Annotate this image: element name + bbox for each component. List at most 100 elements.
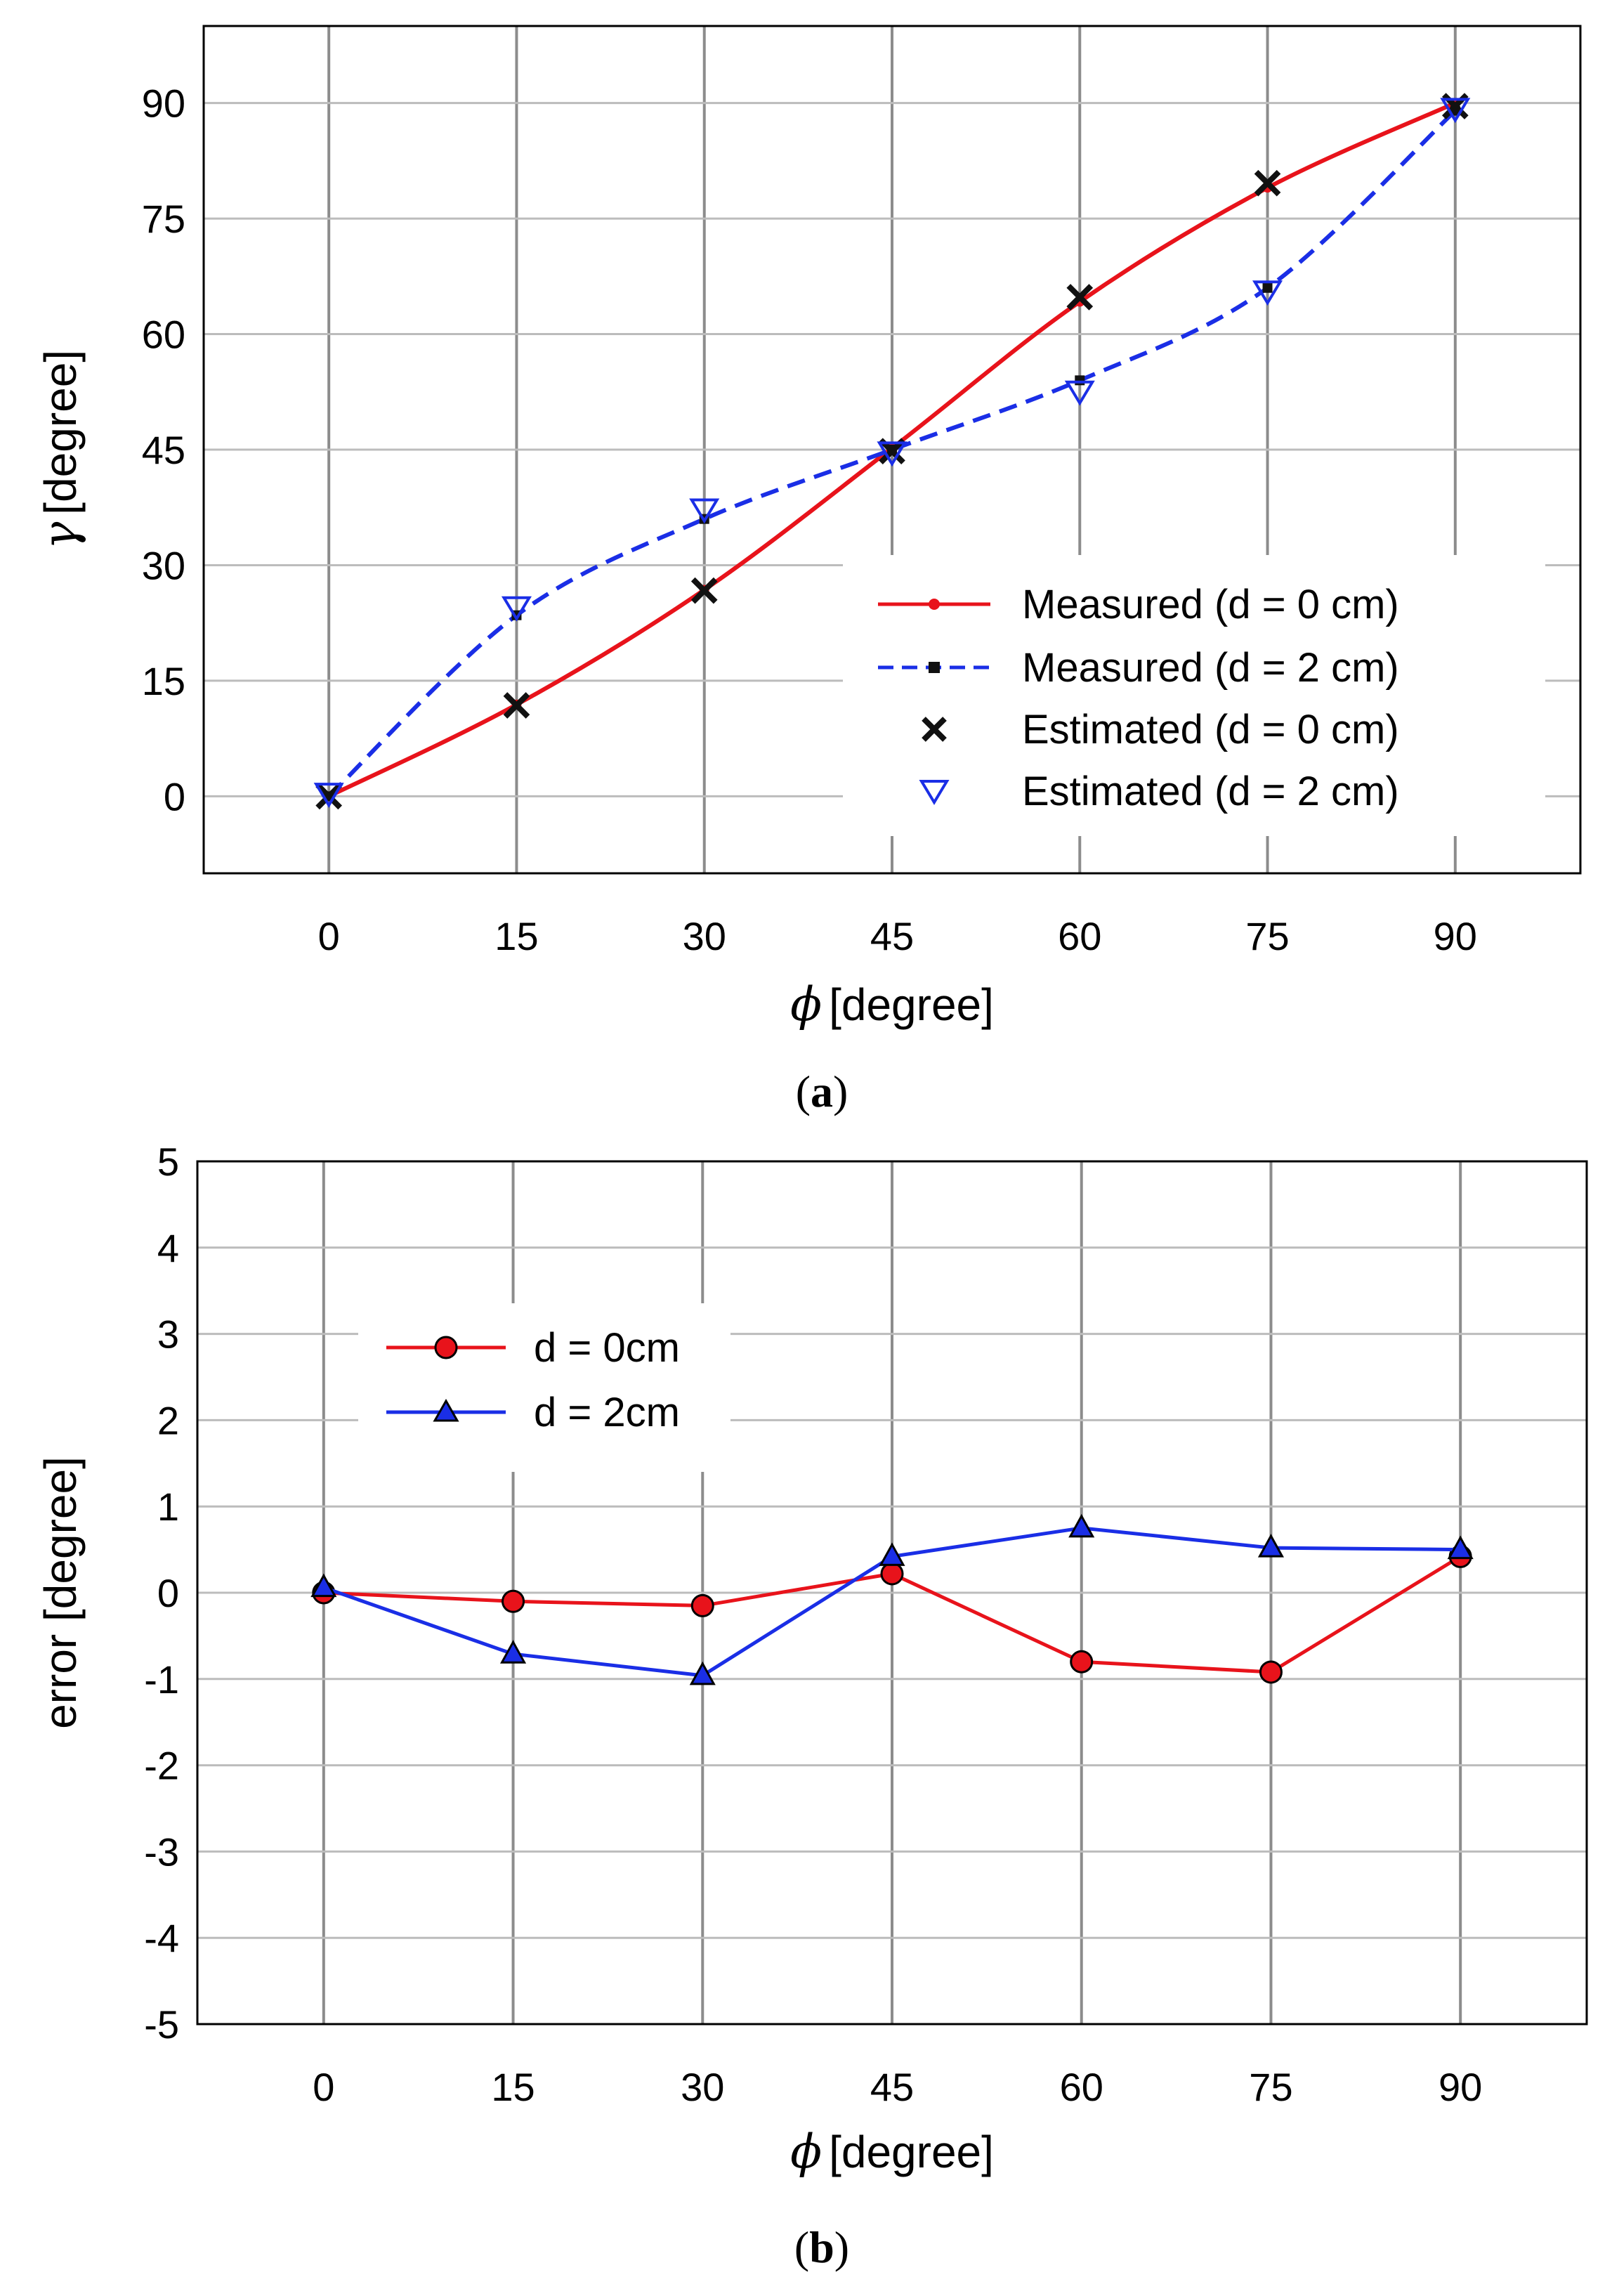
y-tick-label: -5 xyxy=(144,2002,179,2047)
y-tick-label: 0 xyxy=(164,774,185,818)
legend: Measured (d = 0 cm) Measured (d = 2 cm) … xyxy=(843,555,1545,836)
series-estimated-d2 xyxy=(313,98,1471,808)
y-tick-label: -2 xyxy=(144,1744,179,1788)
x-tick-label: 30 xyxy=(681,2065,724,2109)
y-tick-label: 4 xyxy=(157,1226,179,1270)
legend-label: d = 0cm xyxy=(534,1325,680,1371)
data-point xyxy=(1064,380,1095,406)
x-tick-labels: 0 15 30 45 60 75 90 xyxy=(313,2065,1482,2109)
y-tick-label: 60 xyxy=(142,313,185,357)
data-point xyxy=(1070,1650,1094,1674)
legend-marker xyxy=(929,599,940,610)
panel-caption-b: (b) xyxy=(794,2222,849,2272)
grid-lines xyxy=(197,1161,1587,2024)
y-tick-label: 15 xyxy=(142,659,185,703)
x-axis-title: ϕ [degree] xyxy=(790,2125,994,2179)
data-point xyxy=(1252,280,1283,306)
series-d0 xyxy=(312,1544,1472,1684)
y-tick-label: 2 xyxy=(157,1398,179,1442)
legend-label: Measured (d = 2 cm) xyxy=(1022,645,1399,691)
y-tick-label: 45 xyxy=(142,428,185,472)
y-tick-label: -4 xyxy=(144,1916,179,1960)
data-point xyxy=(1075,375,1085,386)
y-axis-symbol: γ xyxy=(33,521,87,549)
data-point xyxy=(1447,1535,1474,1560)
y-tick-labels: 0 15 30 45 60 75 90 xyxy=(142,81,185,819)
data-point xyxy=(1068,1513,1095,1538)
y-tick-label: 0 xyxy=(157,1571,179,1615)
legend-label: Estimated (d = 0 cm) xyxy=(1022,707,1399,752)
x-tick-label: 45 xyxy=(870,914,914,958)
data-point xyxy=(502,1589,525,1613)
y-tick-label: 30 xyxy=(142,543,185,587)
x-tick-labels: 0 15 30 45 60 75 90 xyxy=(318,914,1477,958)
legend-entry-measured-d2: Measured (d = 2 cm) xyxy=(878,645,1399,691)
legend-marker xyxy=(433,1398,459,1422)
y-tick-label: 1 xyxy=(157,1485,179,1529)
x-tick-label: 0 xyxy=(313,2065,334,2109)
data-point xyxy=(689,1661,716,1685)
legend-entry-estimated-d2: Estimated (d = 2 cm) xyxy=(919,769,1399,814)
chart-panel-b: 5 4 3 2 1 0 -1 -2 -3 -4 -5 0 15 30 45 60 75 90 d = 0cm d… xyxy=(35,1140,1588,2272)
data-point xyxy=(880,1562,904,1586)
legend-marker xyxy=(919,780,950,805)
x-tick-label: 30 xyxy=(683,914,726,958)
x-tick-label: 90 xyxy=(1439,2065,1482,2109)
x-tick-label: 75 xyxy=(1249,2065,1292,2109)
data-point xyxy=(310,1573,337,1598)
panel-caption-a: (a) xyxy=(796,1067,848,1116)
data-point xyxy=(1257,1534,1284,1558)
x-tick-label: 60 xyxy=(1058,914,1101,958)
y-tick-label: 5 xyxy=(157,1140,179,1184)
data-point xyxy=(315,783,343,810)
x-axis-unit: [degree] xyxy=(829,979,994,1030)
x-tick-label: 0 xyxy=(318,914,340,958)
x-tick-label: 90 xyxy=(1434,914,1477,958)
x-axis-unit: [degree] xyxy=(829,2127,994,2177)
legend-entry-d2: d = 2cm xyxy=(386,1390,680,1435)
data-point xyxy=(1254,169,1281,197)
legend-marker xyxy=(929,662,940,673)
y-axis-title: error [degree] xyxy=(35,1456,86,1729)
plot-frame xyxy=(196,1160,1588,2026)
y-tick-label: -1 xyxy=(144,1657,179,1702)
data-point xyxy=(879,1542,905,1566)
svg-text:γ[degree]: γ [degree] xyxy=(33,350,87,549)
x-axis-title: ϕ [degree] xyxy=(790,977,994,1031)
legend-marker xyxy=(922,717,947,742)
x-axis-symbol: ϕ xyxy=(790,977,822,1031)
legend: d = 0cm d = 2cm xyxy=(358,1303,730,1472)
legend-entry-d0: d = 0cm xyxy=(386,1325,680,1371)
legend-label: Measured (d = 0 cm) xyxy=(1022,582,1399,627)
data-point xyxy=(877,441,907,467)
data-point xyxy=(313,783,344,808)
x-tick-label: 15 xyxy=(494,914,538,958)
data-point xyxy=(1262,282,1273,293)
data-point xyxy=(1066,284,1094,311)
legend-marker xyxy=(434,1336,458,1359)
y-tick-label: 90 xyxy=(142,81,185,126)
data-point xyxy=(690,577,718,604)
y-tick-label: 75 xyxy=(142,197,185,241)
y-axis-title: γ [degree] xyxy=(33,350,87,549)
legend-label: d = 2cm xyxy=(534,1390,680,1435)
legend-entry-measured-d0: Measured (d = 0 cm) xyxy=(878,582,1399,627)
data-point xyxy=(1259,1660,1283,1684)
data-point xyxy=(689,498,720,524)
y-tick-label: -3 xyxy=(144,1829,179,1874)
chart-panel-a: 0 15 30 45 60 75 90 0 15 30 45 60 75 90 Measured (d … xyxy=(33,25,1582,1116)
data-point xyxy=(1440,98,1471,124)
data-point xyxy=(503,692,530,719)
data-point xyxy=(500,1640,527,1664)
legend-label: Estimated (d = 2 cm) xyxy=(1022,769,1399,814)
grid-lines xyxy=(204,26,1580,873)
x-tick-label: 15 xyxy=(491,2065,535,2109)
legend-box xyxy=(843,555,1545,836)
data-point xyxy=(690,1593,714,1617)
legend-entry-estimated-d0: Estimated (d = 0 cm) xyxy=(922,707,1399,752)
x-tick-label: 45 xyxy=(870,2065,914,2109)
legend-box xyxy=(358,1303,730,1472)
y-tick-labels: 5 4 3 2 1 0 -1 -2 -3 -4 -5 xyxy=(144,1140,179,2047)
y-tick-label: 3 xyxy=(157,1312,179,1357)
